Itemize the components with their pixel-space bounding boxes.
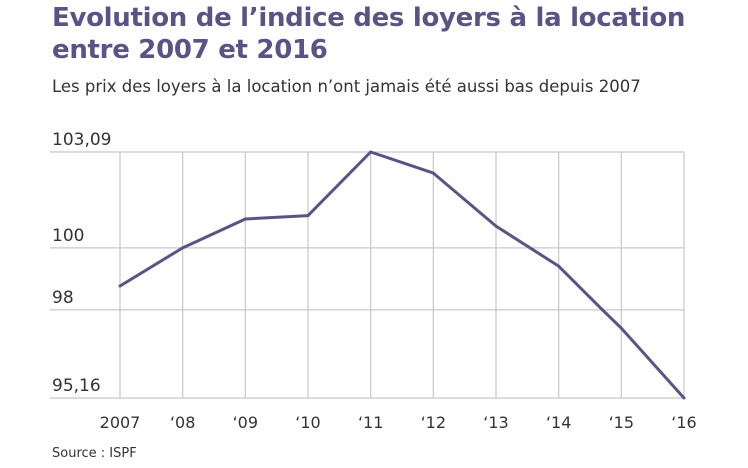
chart-title: Evolution de l’indice des loyers à la lo… <box>52 3 686 65</box>
data-point <box>682 396 686 400</box>
data-point <box>557 264 561 268</box>
data-point <box>431 171 435 175</box>
data-point <box>494 224 498 228</box>
data-point <box>181 246 185 250</box>
y-tick-label: 98 <box>52 288 74 308</box>
y-tick-label: 95,16 <box>52 376 101 396</box>
x-tick-label: ‘11 <box>358 413 383 432</box>
data-point <box>601 308 605 312</box>
x-tick-label: ‘14 <box>546 413 571 432</box>
source-note: Source : ISPF <box>52 446 137 461</box>
data-point <box>369 150 373 154</box>
x-tick-label: ‘12 <box>421 413 446 432</box>
y-tick-label: 103,09 <box>52 130 111 150</box>
data-point <box>619 326 623 330</box>
chart-subtitle: Les prix des loyers à la location n’ont … <box>52 77 641 96</box>
data-point <box>243 217 247 221</box>
y-tick-label: 100 <box>52 226 84 246</box>
x-tick-label: ‘13 <box>483 413 508 432</box>
x-tick-label: ‘16 <box>671 413 696 432</box>
x-tick-label: ‘10 <box>295 413 320 432</box>
x-tick-label: 2007 <box>100 413 141 432</box>
data-point <box>118 284 122 288</box>
x-tick-label: ‘09 <box>233 413 258 432</box>
x-tick-label: ‘15 <box>609 413 634 432</box>
data-point <box>306 214 310 218</box>
x-tick-label: ‘08 <box>170 413 195 432</box>
series-line <box>119 150 686 400</box>
